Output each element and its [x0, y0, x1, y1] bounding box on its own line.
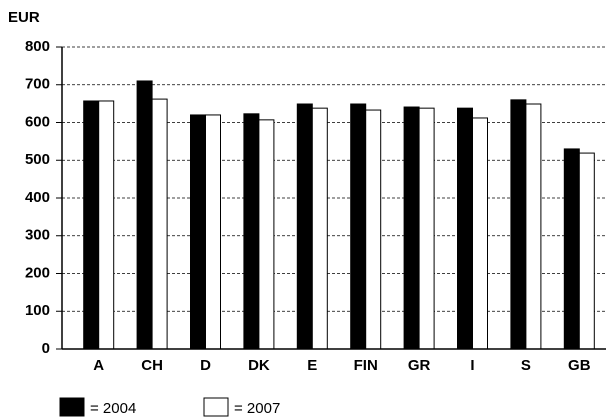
y-tick-label: 800: [25, 38, 50, 55]
bar: [563, 148, 580, 350]
bar: [365, 109, 382, 350]
legend-swatch: [59, 397, 85, 417]
bar: [98, 100, 115, 350]
x-tick-label: FIN: [354, 357, 378, 374]
x-tick-label: S: [521, 357, 531, 374]
legend-label: = 2007: [234, 400, 280, 417]
bar: [258, 119, 275, 350]
y-tick-label: 300: [25, 227, 50, 244]
bar: [457, 107, 473, 350]
x-tick-label: GB: [568, 357, 591, 374]
bar: [350, 103, 367, 350]
bar: [418, 107, 435, 350]
x-tick-label: DK: [248, 357, 270, 374]
y-tick-label: 700: [25, 76, 50, 93]
x-tick-label: I: [470, 357, 474, 374]
x-tick-label: A: [93, 357, 104, 374]
bar: [136, 80, 153, 350]
bar: [311, 107, 328, 350]
bar: [190, 114, 206, 350]
y-axis-label: EUR: [8, 9, 40, 26]
y-tick-label: 100: [25, 302, 50, 319]
x-tick-label: GR: [408, 357, 431, 374]
bar: [296, 103, 313, 350]
bar: [578, 152, 595, 350]
bar: [510, 99, 527, 350]
y-tick-label: 200: [25, 264, 50, 281]
bar: [205, 114, 221, 350]
bar: [83, 100, 100, 350]
legend-label: = 2004: [90, 400, 136, 417]
legend-swatch: [203, 397, 229, 417]
bar: [243, 113, 260, 350]
x-tick-label: D: [200, 357, 211, 374]
bar: [525, 103, 542, 350]
x-tick-label: E: [307, 357, 317, 374]
y-tick-label: 0: [42, 340, 50, 357]
x-tick-label: CH: [141, 357, 163, 374]
bar: [403, 106, 420, 350]
y-tick-label: 400: [25, 189, 50, 206]
y-tick-label: 600: [25, 113, 50, 130]
bar: [472, 117, 488, 350]
y-tick-label: 500: [25, 151, 50, 168]
bar: [151, 98, 168, 350]
